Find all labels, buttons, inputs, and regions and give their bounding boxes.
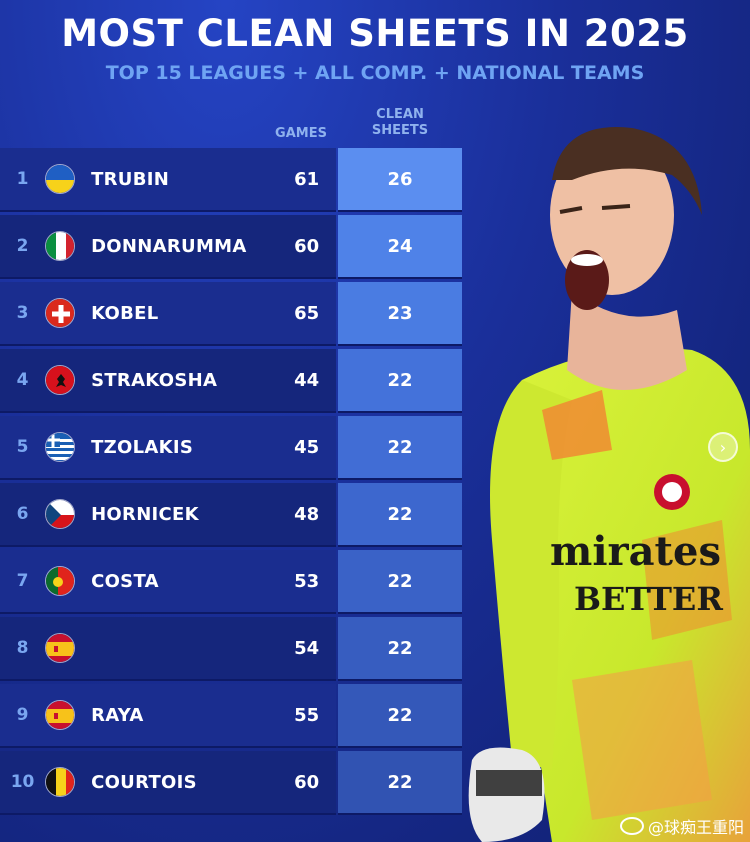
table-row: 7 COSTA 53 22 bbox=[0, 550, 462, 614]
clean-sheets-value: 22 bbox=[338, 416, 462, 480]
games-value: 60 bbox=[294, 235, 320, 257]
games-value: 44 bbox=[294, 369, 320, 391]
table-row: 1 TRUBIN 61 26 bbox=[0, 148, 462, 212]
row-main-cell: 7 COSTA 53 bbox=[0, 550, 336, 614]
clean-sheets-value: 22 bbox=[338, 684, 462, 748]
clean-sheets-value: 22 bbox=[338, 617, 462, 681]
flag-switzerland-icon bbox=[45, 298, 76, 328]
games-value: 48 bbox=[294, 503, 320, 525]
svg-text:BETTER: BETTER bbox=[574, 580, 723, 618]
clean-sheets-value: 24 bbox=[338, 215, 462, 279]
watermark-text: @球痴王重阳 bbox=[647, 818, 744, 837]
player-name: DONNARUMMA bbox=[91, 235, 247, 257]
table-row: 2 DONNARUMMA 60 24 bbox=[0, 215, 462, 279]
rank-number: 2 bbox=[16, 236, 29, 256]
table-row: 8 54 22 bbox=[0, 617, 462, 681]
next-slide-button[interactable]: › bbox=[708, 432, 738, 462]
clean-sheets-value: 26 bbox=[338, 148, 462, 212]
row-main-cell: 8 54 bbox=[0, 617, 336, 681]
games-value: 54 bbox=[294, 637, 320, 659]
table-row: 10 COURTOIS 60 22 bbox=[0, 751, 462, 815]
flag-spain-icon bbox=[45, 700, 76, 730]
games-value: 53 bbox=[294, 570, 320, 592]
row-main-cell: 6 HORNICEK 48 bbox=[0, 483, 336, 547]
svg-text:mirates: mirates bbox=[550, 528, 721, 575]
player-name: STRAKOSHA bbox=[91, 369, 218, 391]
weibo-icon bbox=[619, 817, 644, 835]
rank-number: 6 bbox=[16, 504, 29, 524]
table-row: 4 STRAKOSHA 44 22 bbox=[0, 349, 462, 413]
row-main-cell: 5 TZOLAKIS 45 bbox=[0, 416, 336, 480]
rank-number: 10 bbox=[10, 772, 35, 792]
player-name: COURTOIS bbox=[91, 771, 197, 793]
column-header-clean-sheets: CLEAN SHEETS bbox=[338, 107, 462, 139]
row-main-cell: 4 STRAKOSHA 44 bbox=[0, 349, 336, 413]
table-row: 3 KOBEL 65 23 bbox=[0, 282, 462, 346]
rank-number: 1 bbox=[16, 169, 29, 189]
flag-ukraine-icon bbox=[45, 164, 76, 194]
page-subtitle: TOP 15 LEAGUES + ALL COMP. + NATIONAL TE… bbox=[105, 62, 645, 84]
flag-albania-icon bbox=[45, 365, 76, 395]
flag-belgium-icon bbox=[45, 767, 76, 797]
clean-sheets-value: 22 bbox=[338, 483, 462, 547]
player-name: HORNICEK bbox=[91, 503, 199, 525]
watermark: @球痴王重阳 bbox=[619, 814, 744, 838]
page-title: MOST CLEAN SHEETS IN 2025 bbox=[61, 12, 689, 55]
chevron-right-icon: › bbox=[719, 437, 727, 457]
flag-portugal-icon bbox=[45, 566, 76, 596]
games-value: 61 bbox=[294, 168, 320, 190]
rank-number: 4 bbox=[16, 370, 29, 390]
games-value: 55 bbox=[294, 704, 320, 726]
flag-greece-icon bbox=[45, 432, 76, 462]
clean-sheets-value: 22 bbox=[338, 550, 462, 614]
rank-number: 7 bbox=[16, 571, 29, 591]
player-name: TZOLAKIS bbox=[91, 436, 194, 458]
column-header-clean-sheets-line1: CLEAN bbox=[376, 107, 424, 122]
rank-number: 5 bbox=[16, 437, 29, 457]
column-header-clean-sheets-line2: SHEETS bbox=[371, 123, 429, 138]
rank-number: 3 bbox=[16, 303, 29, 323]
flag-italy-icon bbox=[45, 231, 76, 261]
clean-sheets-value: 22 bbox=[338, 751, 462, 815]
row-main-cell: 10 COURTOIS 60 bbox=[0, 751, 336, 815]
table-row: 9 RAYA 55 22 bbox=[0, 684, 462, 748]
games-value: 65 bbox=[294, 302, 320, 324]
flag-czechia-icon bbox=[45, 499, 76, 529]
player-name: COSTA bbox=[91, 570, 159, 592]
clean-sheets-value: 22 bbox=[338, 349, 462, 413]
table-row: 5 TZOLAKIS 45 22 bbox=[0, 416, 462, 480]
goalkeeper-image: mirates BETTER bbox=[468, 127, 750, 842]
row-main-cell: 9 RAYA 55 bbox=[0, 684, 336, 748]
player-name: RAYA bbox=[91, 704, 144, 726]
games-value: 60 bbox=[294, 771, 320, 793]
flag-spain-icon bbox=[45, 633, 76, 663]
column-header-games: GAMES bbox=[275, 126, 327, 141]
row-main-cell: 3 KOBEL 65 bbox=[0, 282, 336, 346]
clean-sheets-value: 23 bbox=[338, 282, 462, 346]
row-main-cell: 2 DONNARUMMA 60 bbox=[0, 215, 336, 279]
player-name: KOBEL bbox=[91, 302, 159, 324]
rank-number: 9 bbox=[16, 705, 29, 725]
player-name: TRUBIN bbox=[91, 168, 170, 190]
row-main-cell: 1 TRUBIN 61 bbox=[0, 148, 336, 212]
rank-number: 8 bbox=[16, 638, 29, 658]
games-value: 45 bbox=[294, 436, 320, 458]
table-row: 6 HORNICEK 48 22 bbox=[0, 483, 462, 547]
